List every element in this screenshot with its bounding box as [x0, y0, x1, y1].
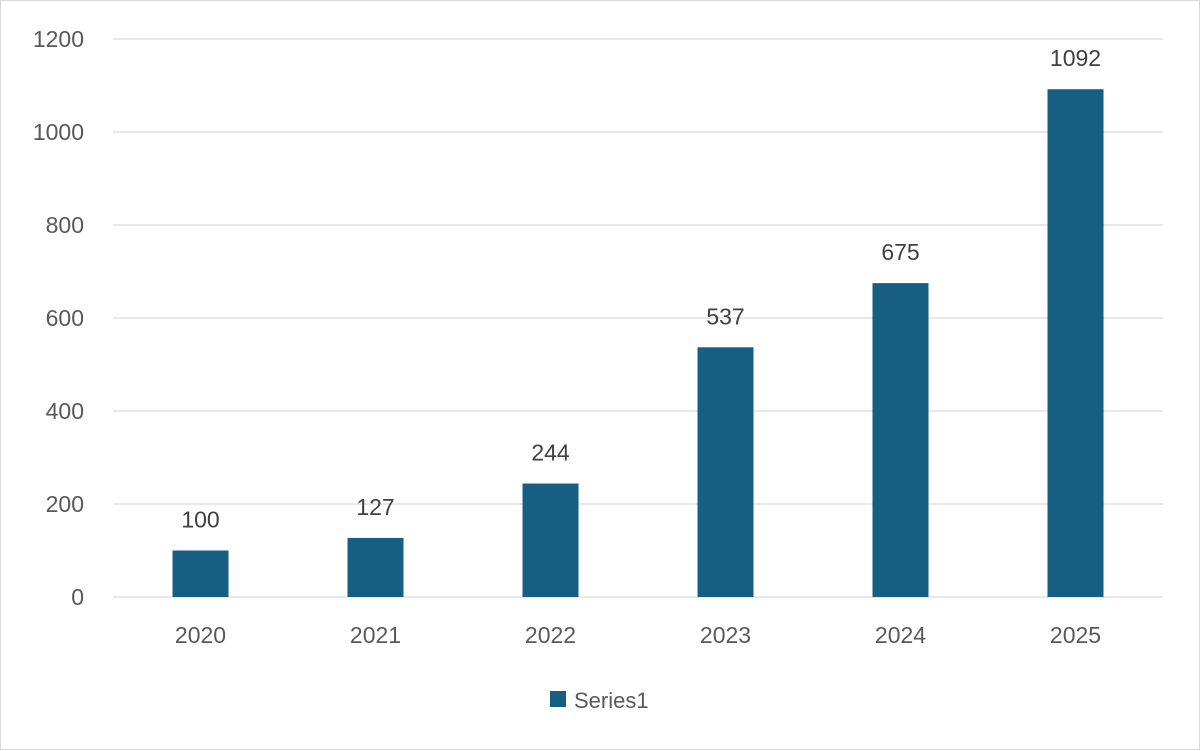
- x-category-label-2024: 2024: [875, 622, 926, 648]
- x-axis-categories: 2020 2021 2022 2023 2024 2025: [175, 622, 1101, 648]
- legend: Series1: [550, 688, 649, 713]
- data-label-2021: 127: [356, 494, 394, 520]
- legend-swatch-series1: [550, 691, 566, 707]
- data-label-2022: 244: [531, 440, 570, 466]
- y-tick-label: 600: [46, 305, 84, 331]
- bar-2020: [172, 550, 229, 597]
- y-tick-label: 400: [46, 398, 84, 424]
- x-category-label-2023: 2023: [700, 622, 751, 648]
- bars: [172, 89, 1104, 597]
- y-tick-label: 1000: [33, 119, 84, 145]
- bar-2022: [522, 483, 579, 597]
- data-label-2025: 1092: [1050, 45, 1101, 71]
- y-tick-label: 200: [46, 491, 84, 517]
- x-category-label-2022: 2022: [525, 622, 576, 648]
- bar-2024: [872, 283, 929, 597]
- data-labels: 100 127 244 537 675 1092: [181, 45, 1101, 532]
- bar-2023: [697, 347, 754, 597]
- y-tick-label: 1200: [33, 26, 84, 52]
- y-tick-label: 800: [46, 212, 84, 238]
- bar-2021: [347, 537, 404, 597]
- data-label-2024: 675: [881, 239, 919, 265]
- legend-label-series1: Series1: [574, 688, 649, 713]
- gridlines: [113, 38, 1163, 598]
- x-category-label-2025: 2025: [1050, 622, 1101, 648]
- bar-2025: [1047, 89, 1104, 597]
- y-axis-ticks: 0 200 400 600 800 1000 1200: [33, 26, 84, 610]
- x-category-label-2020: 2020: [175, 622, 226, 648]
- data-label-2020: 100: [181, 507, 219, 533]
- x-category-label-2021: 2021: [350, 622, 401, 648]
- data-label-2023: 537: [706, 303, 744, 329]
- y-tick-label: 0: [71, 584, 84, 610]
